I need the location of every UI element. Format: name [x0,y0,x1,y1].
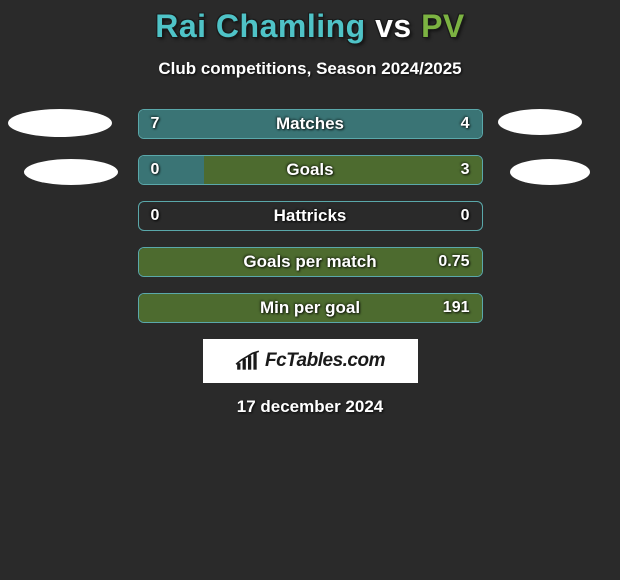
decorative-ellipse [8,109,112,137]
stat-row: 0 Goals 3 [138,155,483,185]
stat-value-left: 7 [151,115,160,133]
stat-label: Goals [286,160,333,180]
stat-label: Goals per match [243,252,376,272]
chart-area: 7 Matches 4 0 Goals 3 0 Hattricks 0 Goals per mat… [0,109,620,417]
stat-value-right: 3 [461,161,470,179]
stat-value-right: 191 [443,299,470,317]
bar-chart-icon [235,350,261,372]
stat-label: Hattricks [274,206,347,226]
comparison-title: Rai Chamling vs PV [0,0,620,45]
decorative-ellipse [24,159,118,185]
stat-value-right: 0.75 [438,253,469,271]
stat-label: Matches [276,114,344,134]
stat-value-left: 0 [151,207,160,225]
decorative-ellipse [498,109,582,135]
player1-name: Rai Chamling [155,8,365,44]
vs-separator: vs [375,8,412,44]
player2-name: PV [421,8,465,44]
stat-value-left: 0 [151,161,160,179]
subtitle: Club competitions, Season 2024/2025 [0,59,620,79]
bar-left [139,156,204,184]
stat-row: 0 Hattricks 0 [138,201,483,231]
stat-value-right: 0 [461,207,470,225]
watermark: FcTables.com [203,339,418,383]
stat-value-right: 4 [461,115,470,133]
stat-row: 7 Matches 4 [138,109,483,139]
decorative-ellipse [510,159,590,185]
watermark-text: FcTables.com [265,350,385,372]
date-label: 17 december 2024 [0,397,620,417]
bar-right [204,156,482,184]
stat-label: Min per goal [260,298,360,318]
stat-row: Min per goal 191 [138,293,483,323]
stat-row: Goals per match 0.75 [138,247,483,277]
